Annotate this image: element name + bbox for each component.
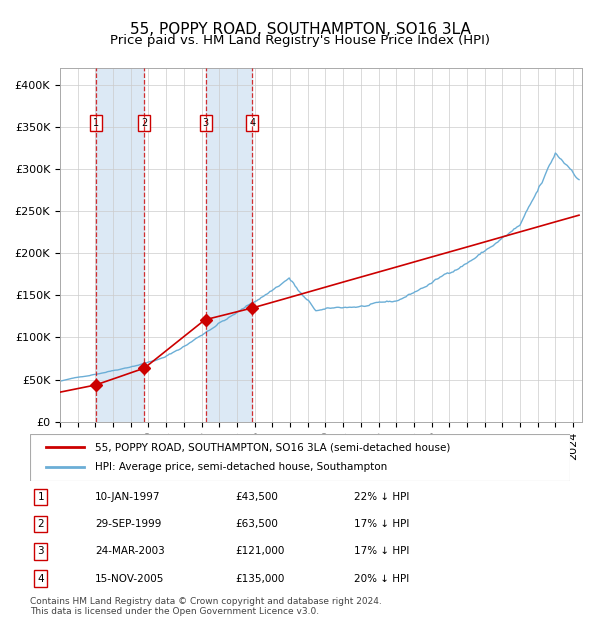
Text: 15-NOV-2005: 15-NOV-2005 <box>95 574 164 583</box>
FancyBboxPatch shape <box>30 434 570 481</box>
Text: 20% ↓ HPI: 20% ↓ HPI <box>354 574 409 583</box>
Text: £43,500: £43,500 <box>235 492 278 502</box>
Text: 4: 4 <box>250 118 256 128</box>
Text: 17% ↓ HPI: 17% ↓ HPI <box>354 520 409 529</box>
Text: 29-SEP-1999: 29-SEP-1999 <box>95 520 161 529</box>
Text: £135,000: £135,000 <box>235 574 284 583</box>
Text: 3: 3 <box>203 118 209 128</box>
Text: 55, POPPY ROAD, SOUTHAMPTON, SO16 3LA (semi-detached house): 55, POPPY ROAD, SOUTHAMPTON, SO16 3LA (s… <box>95 442 450 452</box>
Text: 55, POPPY ROAD, SOUTHAMPTON, SO16 3LA: 55, POPPY ROAD, SOUTHAMPTON, SO16 3LA <box>130 22 470 37</box>
Text: 10-JAN-1997: 10-JAN-1997 <box>95 492 160 502</box>
Text: HPI: Average price, semi-detached house, Southampton: HPI: Average price, semi-detached house,… <box>95 463 387 472</box>
Text: 3: 3 <box>37 546 44 556</box>
Text: 1: 1 <box>93 118 99 128</box>
Text: 24-MAR-2003: 24-MAR-2003 <box>95 546 164 556</box>
Text: 22% ↓ HPI: 22% ↓ HPI <box>354 492 409 502</box>
Text: 4: 4 <box>37 574 44 583</box>
Bar <box>96 68 144 422</box>
Text: 2: 2 <box>37 520 44 529</box>
Text: Contains HM Land Registry data © Crown copyright and database right 2024.: Contains HM Land Registry data © Crown c… <box>30 598 382 606</box>
Text: 2: 2 <box>141 118 147 128</box>
Text: £121,000: £121,000 <box>235 546 284 556</box>
Text: 1: 1 <box>37 492 44 502</box>
Text: This data is licensed under the Open Government Licence v3.0.: This data is licensed under the Open Gov… <box>30 607 319 616</box>
Bar <box>206 68 253 422</box>
Text: 17% ↓ HPI: 17% ↓ HPI <box>354 546 409 556</box>
Text: £63,500: £63,500 <box>235 520 278 529</box>
Text: Price paid vs. HM Land Registry's House Price Index (HPI): Price paid vs. HM Land Registry's House … <box>110 34 490 47</box>
